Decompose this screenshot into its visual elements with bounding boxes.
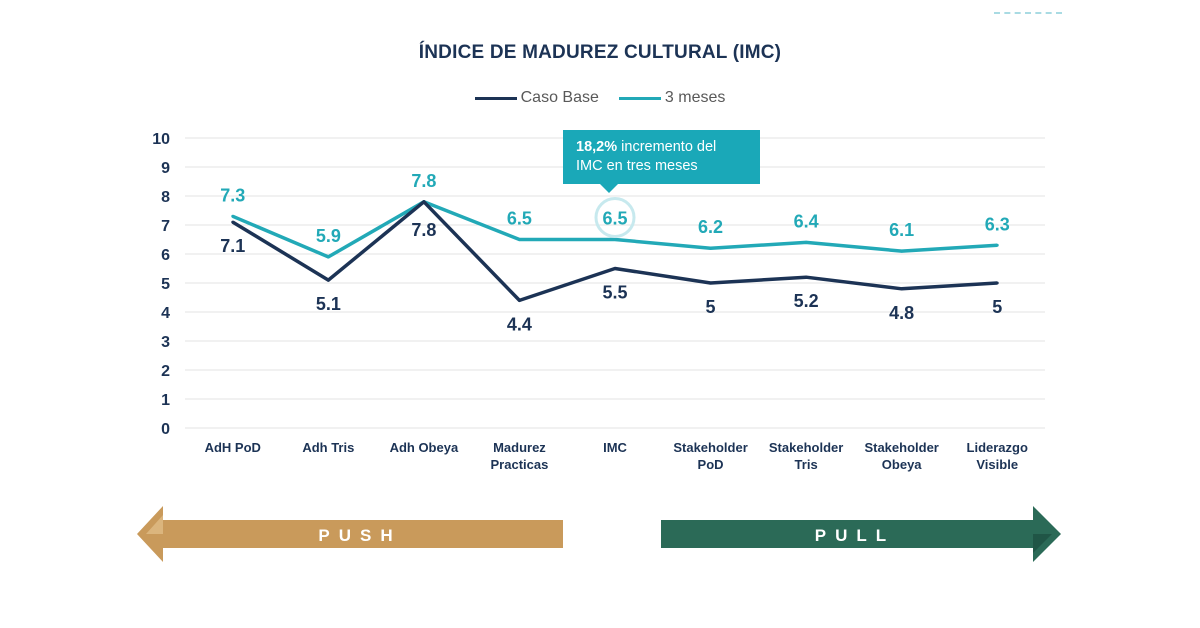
data-labels: 7.1 5.1 7.8 4.4 5.5 5 5.2 4.8 5 7.3 5.9 7.8 6.5 6.5 6.… — [220, 171, 1009, 335]
push-arrow — [137, 506, 563, 562]
callout-text-line1: incremento del — [617, 139, 717, 155]
data-label-caso-base: 5 — [992, 297, 1002, 317]
y-tick-label: 0 — [161, 421, 170, 438]
legend-label-caso-base: Caso Base — [520, 89, 599, 106]
point-caso-base — [326, 278, 330, 282]
callout-box: 18,2% incremento del IMC en tres meses — [563, 130, 760, 184]
data-label-3-meses: 5.9 — [316, 226, 341, 246]
chart-legend: Caso Base 3 meses — [0, 89, 1200, 107]
point-caso-base — [709, 281, 713, 285]
x-tick-label: PoD — [698, 457, 724, 472]
x-tick-label: Stakeholder — [769, 440, 843, 455]
x-tick-label: Madurez — [493, 440, 546, 455]
y-tick-label: 6 — [161, 247, 170, 264]
push-arrow-highlight — [146, 515, 163, 534]
x-tick-label: Adh Obeya — [390, 440, 459, 455]
data-label-caso-base: 7.8 — [411, 220, 436, 240]
point-3-meses — [804, 240, 808, 244]
data-label-3-meses: 7.8 — [411, 171, 436, 191]
point-caso-base — [900, 287, 904, 291]
x-tick-label: Obeya — [882, 457, 923, 472]
push-pull-arrows: PUSH PULL — [137, 506, 1061, 562]
callout-pointer — [600, 184, 618, 193]
y-tick-label: 9 — [161, 160, 170, 177]
y-tick-label: 5 — [161, 276, 170, 293]
y-tick-label: 1 — [161, 392, 170, 409]
data-label-3-meses: 6.3 — [985, 214, 1010, 234]
y-tick-label: 8 — [161, 189, 170, 206]
point-caso-base — [995, 281, 999, 285]
point-3-meses — [326, 255, 330, 259]
chart-series — [231, 200, 999, 303]
point-3-meses — [517, 238, 521, 241]
point-3-meses — [900, 249, 904, 253]
point-caso-base — [804, 275, 808, 279]
data-label-caso-base: 5.2 — [794, 291, 819, 311]
y-tick-label: 7 — [161, 218, 170, 235]
x-tick-label: AdH PoD — [205, 440, 261, 455]
x-tick-label: Visible — [976, 457, 1018, 472]
point-caso-base — [613, 267, 617, 270]
x-tick-label: Stakeholder — [864, 440, 938, 455]
data-label-3-meses: 6.1 — [889, 220, 914, 240]
point-3-meses — [231, 214, 235, 218]
data-label-caso-base: 5.5 — [602, 283, 627, 303]
callout-text-line2: IMC en tres meses — [576, 158, 698, 174]
pull-arrow — [661, 506, 1061, 562]
point-caso-base — [231, 220, 235, 224]
x-axis-ticks: AdH PoD Adh Tris Adh Obeya Madurez Practicas… — [205, 440, 1028, 472]
legend-swatch-3-meses — [618, 96, 661, 100]
y-tick-label: 10 — [152, 131, 170, 148]
chart-title: ÍNDICE DE MADUREZ CULTURAL (IMC) — [418, 42, 782, 63]
data-label-caso-base: 7.1 — [220, 236, 245, 256]
data-label-caso-base: 5.1 — [316, 294, 341, 314]
point-caso-base — [422, 200, 426, 204]
x-tick-label: Adh Tris — [302, 440, 354, 455]
pull-label: PULL — [815, 526, 895, 545]
highlight-ring — [594, 197, 636, 238]
point-caso-base — [517, 298, 521, 302]
point-3-meses — [613, 238, 617, 241]
y-tick-label: 2 — [161, 363, 170, 380]
x-tick-label: Liderazgo — [967, 440, 1028, 455]
x-tick-label: IMC — [603, 440, 627, 455]
x-tick-label: Practicas — [491, 457, 549, 472]
y-tick-label: 4 — [161, 305, 170, 322]
legend-swatch-caso-base — [474, 96, 517, 100]
data-label-caso-base: 5 — [706, 297, 716, 317]
data-label-3-meses: 6.5 — [507, 209, 532, 229]
legend-label-3-meses: 3 meses — [664, 89, 726, 106]
data-label-3-meses: 6.5 — [602, 209, 627, 229]
y-tick-label: 3 — [161, 334, 170, 351]
data-label-caso-base: 4.8 — [889, 303, 914, 323]
data-label-caso-base: 4.4 — [507, 314, 532, 334]
point-3-meses — [709, 246, 713, 250]
legend-item-caso-base: Caso Base — [474, 89, 599, 107]
point-3-meses — [995, 243, 999, 247]
x-tick-label: Tris — [795, 457, 818, 472]
push-label: PUSH — [318, 526, 401, 545]
data-label-3-meses: 6.4 — [794, 211, 819, 231]
x-tick-label: Stakeholder — [673, 440, 747, 455]
data-label-3-meses: 6.2 — [698, 217, 723, 237]
pull-arrow-shade — [1033, 534, 1052, 553]
data-label-3-meses: 7.3 — [220, 185, 245, 205]
corner-decoration — [994, 12, 1062, 14]
y-axis-ticks: 0 1 2 3 4 5 6 7 8 9 10 — [152, 131, 170, 438]
legend-item-3-meses: 3 meses — [618, 89, 726, 107]
callout-percentage: 18,2% — [576, 139, 618, 155]
